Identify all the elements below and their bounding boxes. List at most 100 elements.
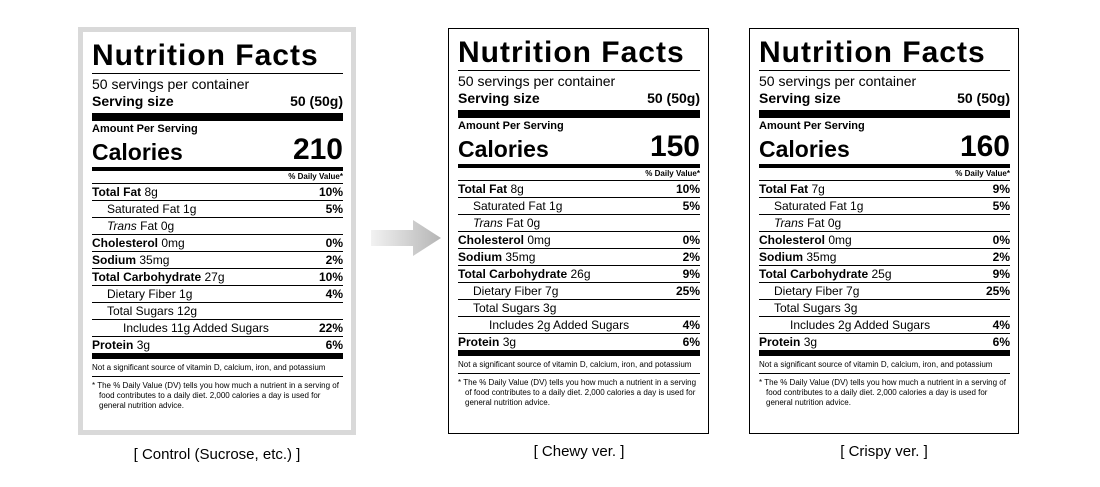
nutrient-name: Dietary Fiber 7g (473, 284, 559, 298)
nutrient-pct: 22% (318, 321, 343, 335)
daily-value-header: % Daily Value* (955, 169, 1010, 178)
nutrient-name: Total Sugars 3g (774, 301, 858, 315)
nutrient-row-dietary-fiber: Dietary Fiber 7g 25% (759, 282, 1010, 299)
nutrient-row-cholesterol: Cholesterol 0mg 0% (759, 231, 1010, 248)
nutrient-amount: 8g (144, 185, 158, 199)
nutrient-row-protein: Protein 3g 6% (92, 336, 343, 359)
nutrient-row-sodium: Sodium 35mg 2% (759, 248, 1010, 265)
nutrient-row-cholesterol: Cholesterol 0mg 0% (92, 234, 343, 251)
nutrient-amount: Fat 0g (506, 216, 541, 230)
serving-size-value: 50 (50g) (647, 90, 700, 106)
nutrient-name: Cholesterol (759, 233, 826, 247)
label-title: Nutrition Facts (759, 36, 986, 69)
label-title: Nutrition Facts (92, 39, 319, 72)
calories-label: Calories (92, 139, 183, 165)
nutrient-row-total-fat: Total Fat 8g 10% (92, 183, 343, 200)
nutrient-pct: 5% (992, 199, 1010, 213)
nutrient-pct: 5% (325, 202, 343, 216)
nutrient-row-dietary-fiber: Dietary Fiber 1g 4% (92, 285, 343, 302)
nutrient-row-sodium: Sodium 35mg 2% (458, 248, 700, 265)
nutrient-pct: 4% (682, 318, 700, 332)
nutrient-amount: 25g (871, 267, 892, 281)
nutrient-amount: 0mg (527, 233, 551, 247)
vitamin-note: Not a significant source of vitamin D, c… (759, 356, 1010, 374)
nutrient-amount: 26g (570, 267, 591, 281)
nutrient-name: Total Fat (759, 182, 809, 196)
vitamin-note: Not a significant source of vitamin D, c… (458, 356, 700, 374)
nutrient-pct: 2% (682, 250, 700, 264)
daily-value-footnote: * The % Daily Value (DV) tells you how m… (759, 378, 1006, 407)
nutrient-name: Cholesterol (458, 233, 525, 247)
nutrient-amount: 3g (502, 335, 517, 349)
nutrient-row-total-fat: Total Fat 7g 9% (759, 180, 1010, 197)
nutrient-pct: 6% (682, 335, 700, 349)
daily-value-footnote: * The % Daily Value (DV) tells you how m… (458, 378, 697, 407)
nutrient-amount: 3g (136, 338, 151, 352)
serving-size-row: Serving size 50 (50g) (759, 90, 1010, 110)
nutrient-amount: 0mg (161, 236, 185, 250)
nutrient-amount: 8g (510, 182, 524, 196)
serving-size-value: 50 (50g) (290, 93, 343, 109)
calories-row: Calories 150 (458, 132, 700, 164)
nutrient-amount: 27g (204, 270, 225, 284)
serving-size-label: Serving size (759, 90, 841, 106)
amount-per-serving: Amount Per Serving (92, 123, 198, 135)
nutrient-pct: 6% (992, 335, 1010, 349)
vitamin-note: Not a significant source of vitamin D, c… (92, 359, 343, 377)
calories-row: Calories 160 (759, 132, 1010, 164)
nutrient-row-total-sugars: Total Sugars 12g (92, 302, 343, 319)
nutrient-amount: Fat 0g (807, 216, 842, 230)
nutrient-pct: 25% (675, 284, 700, 298)
nutrient-pct: 2% (992, 250, 1010, 264)
nutrient-name: Total Carbohydrate (458, 267, 568, 281)
nutrient-row-protein: Protein 3g 6% (759, 333, 1010, 356)
label-caption: [ Chewy ver. ] (533, 443, 625, 460)
nutrient-name: Sodium (759, 250, 803, 264)
daily-value-header: % Daily Value* (288, 172, 343, 181)
nutrient-row-protein: Protein 3g 6% (458, 333, 700, 356)
nutrient-name: Protein (759, 335, 801, 349)
nutrient-row-total-fat: Total Fat 8g 10% (458, 180, 700, 197)
nutrition-label: Nutrition Facts 50 servings per containe… (78, 27, 356, 435)
nutrient-pct: 10% (675, 182, 700, 196)
nutrient-amount: 35mg (806, 250, 837, 264)
nutrient-name: Sodium (458, 250, 502, 264)
serving-size-row: Serving size 50 (50g) (92, 93, 343, 113)
nutrient-name: Protein (458, 335, 500, 349)
nutrient-amount: 0mg (828, 233, 852, 247)
nutrient-row-saturated-fat: Saturated Fat 1g 5% (759, 197, 1010, 214)
nutrient-pct: 0% (325, 236, 343, 250)
serving-size-label: Serving size (458, 90, 540, 106)
calories-label: Calories (458, 136, 549, 162)
nutrient-pct: 9% (992, 182, 1010, 196)
nutrient-pct: 5% (682, 199, 700, 213)
serving-size-row: Serving size 50 (50g) (458, 90, 700, 110)
nutrient-name: Total Sugars 3g (473, 301, 557, 315)
nutrient-row-total-carbohydrate: Total Carbohydrate 27g 10% (92, 268, 343, 285)
nutrient-pct: 25% (985, 284, 1010, 298)
nutrient-name: Trans (774, 216, 804, 230)
daily-value-footnote: * The % Daily Value (DV) tells you how m… (92, 381, 339, 410)
nutrient-pct: 10% (318, 270, 343, 284)
nutrient-row-saturated-fat: Saturated Fat 1g 5% (92, 200, 343, 217)
label-caption: [ Crispy ver. ] (840, 443, 928, 460)
servings-per-container: 50 servings per container (759, 73, 917, 89)
nutrient-row-added-sugars: Includes 2g Added Sugars 4% (458, 316, 700, 333)
nutrient-name: Saturated Fat 1g (774, 199, 864, 213)
calories-value: 160 (959, 130, 1010, 163)
nutrient-row-total-carbohydrate: Total Carbohydrate 26g 9% (458, 265, 700, 282)
nutrient-name: Total Fat (458, 182, 508, 196)
right-arrow-icon (371, 220, 441, 256)
nutrient-name: Dietary Fiber 7g (774, 284, 860, 298)
nutrient-name: Includes 2g Added Sugars (790, 318, 931, 332)
nutrient-row-cholesterol: Cholesterol 0mg 0% (458, 231, 700, 248)
nutrient-pct: 0% (992, 233, 1010, 247)
calories-value: 150 (649, 130, 700, 163)
nutrient-name: Total Sugars 12g (107, 304, 198, 318)
amount-per-serving: Amount Per Serving (458, 120, 564, 132)
nutrient-name: Saturated Fat 1g (473, 199, 563, 213)
nutrient-row-sodium: Sodium 35mg 2% (92, 251, 343, 268)
nutrient-row-dietary-fiber: Dietary Fiber 7g 25% (458, 282, 700, 299)
serving-size-label: Serving size (92, 93, 174, 109)
nutrient-name: Protein (92, 338, 134, 352)
